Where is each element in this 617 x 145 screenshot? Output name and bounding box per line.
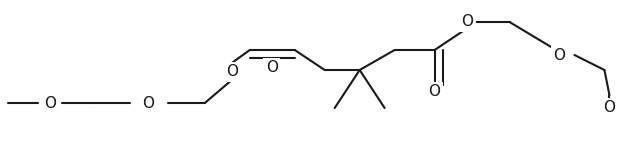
Text: O: O (603, 100, 615, 116)
Text: O: O (553, 48, 565, 62)
Text: O: O (462, 14, 474, 29)
Text: O: O (44, 96, 56, 110)
Text: O: O (266, 60, 278, 76)
Text: O: O (142, 96, 154, 110)
Text: O: O (226, 65, 238, 79)
Text: O: O (429, 85, 441, 99)
